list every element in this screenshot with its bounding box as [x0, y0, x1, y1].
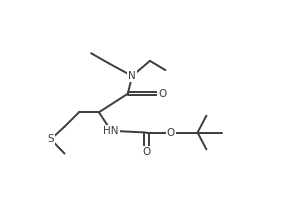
Text: O: O [167, 127, 175, 138]
Text: S: S [47, 134, 54, 144]
Text: HN: HN [103, 126, 119, 136]
Text: O: O [158, 89, 166, 99]
Text: N: N [128, 71, 136, 81]
Text: O: O [142, 147, 151, 157]
